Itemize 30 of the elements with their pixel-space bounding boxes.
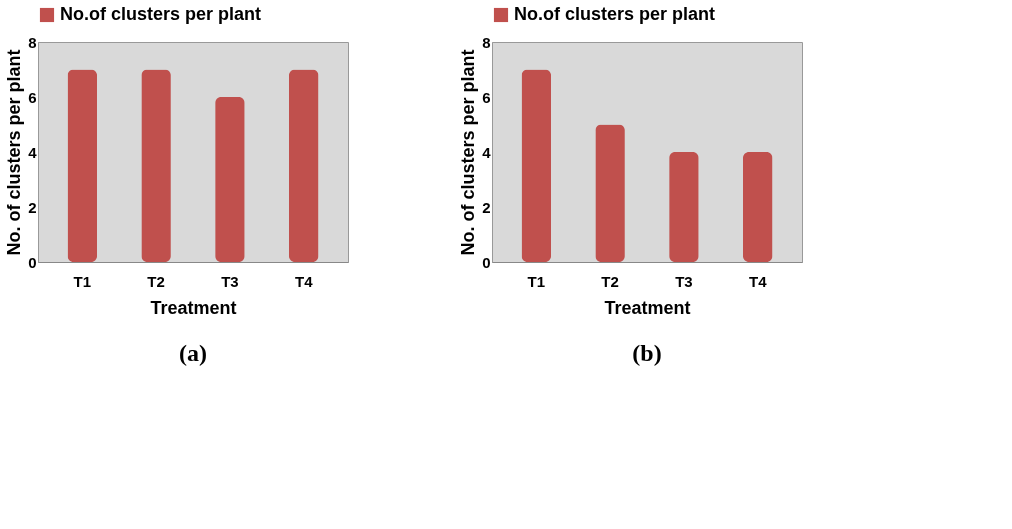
y-tick-label: 6 xyxy=(482,88,491,106)
bar xyxy=(521,69,552,262)
text: (a) xyxy=(179,340,207,366)
x-tick-label: T2 xyxy=(601,272,619,290)
y-tick-label: 2 xyxy=(482,198,491,216)
y-tick-label: 8 xyxy=(28,33,37,51)
x-axis-title: Treatment xyxy=(150,297,237,318)
y-tick-label: 6 xyxy=(28,88,37,106)
x-tick-label: T4 xyxy=(294,272,314,290)
y-tick-label: 4 xyxy=(28,143,38,161)
y-tick-label: 8 xyxy=(482,33,491,51)
x-tick-label: T3 xyxy=(675,272,693,290)
y-axis-title: No. of clusters per plant xyxy=(458,49,479,256)
y-tick-label: 2 xyxy=(28,198,37,216)
y-tick-label: 4 xyxy=(482,143,492,161)
bar xyxy=(742,152,773,262)
text: (b) xyxy=(632,340,662,366)
y-tick-label: 0 xyxy=(28,253,37,271)
legend-label: No.of clusters per plant xyxy=(60,4,262,24)
bar xyxy=(595,124,625,262)
x-tick-label: T1 xyxy=(527,272,546,290)
x-tick-label: T1 xyxy=(73,272,92,290)
x-tick-label: T3 xyxy=(221,272,239,290)
y-axis-title: No. of clusters per plant xyxy=(4,49,25,256)
x-tick-label: T2 xyxy=(147,272,165,290)
legend-label: No.of clusters per plant xyxy=(514,4,716,24)
x-axis-title: Treatment xyxy=(604,297,691,318)
x-tick-label: T4 xyxy=(748,272,768,290)
y-tick-label: 0 xyxy=(482,253,491,271)
bar xyxy=(669,152,699,262)
